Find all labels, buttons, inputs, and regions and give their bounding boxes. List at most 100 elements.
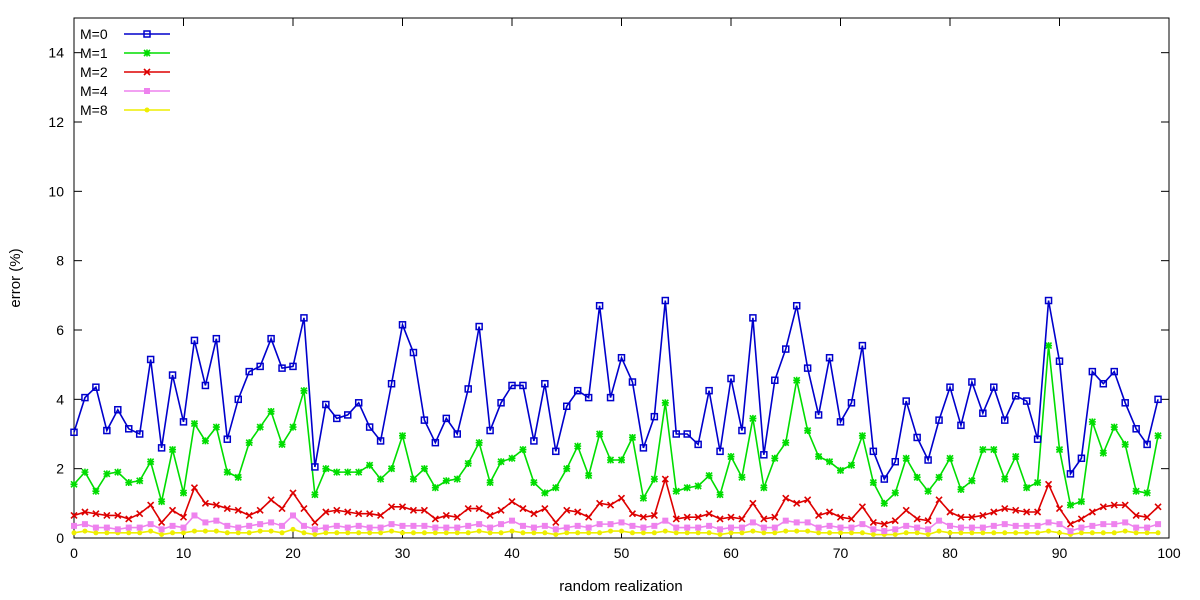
data-point (771, 513, 779, 521)
data-point (750, 528, 756, 534)
data-point (650, 475, 658, 483)
data-point (190, 336, 199, 345)
data-point (476, 521, 483, 528)
data-point (159, 532, 165, 538)
data-point (333, 468, 341, 476)
data-point (530, 437, 538, 445)
data-point (387, 465, 396, 473)
data-point (661, 399, 669, 407)
data-point (902, 454, 910, 462)
data-point (957, 513, 965, 521)
data-point (190, 420, 199, 428)
data-point (628, 378, 637, 386)
data-point (257, 528, 263, 534)
data-point (366, 510, 374, 518)
data-point (103, 511, 111, 520)
data-point (573, 386, 582, 395)
data-point (782, 439, 790, 447)
data-point (672, 515, 680, 523)
data-point (869, 518, 877, 526)
data-point (179, 513, 188, 521)
data-point (1122, 528, 1128, 534)
data-point (1088, 418, 1096, 426)
data-point (716, 515, 724, 523)
data-point (1100, 521, 1107, 528)
data-point (143, 68, 151, 76)
data-point (157, 444, 166, 452)
data-point (705, 510, 713, 518)
data-point (1066, 470, 1075, 478)
data-point (212, 334, 221, 343)
data-point (661, 475, 669, 483)
data-point (727, 374, 735, 383)
data-point (924, 517, 932, 525)
x-tick-label: 30 (395, 545, 411, 561)
data-point (355, 522, 362, 529)
data-point (968, 477, 976, 485)
data-point (935, 473, 943, 481)
data-point (869, 447, 878, 456)
data-point (738, 524, 745, 531)
data-point (683, 430, 691, 438)
x-tick-label: 100 (1157, 545, 1181, 561)
legend-label: M=8 (80, 102, 108, 118)
data-point (170, 530, 176, 536)
data-point (136, 477, 144, 485)
data-point (1088, 367, 1097, 376)
data-point (706, 530, 712, 536)
data-point (858, 341, 867, 350)
data-point (1088, 508, 1096, 516)
data-point (936, 528, 942, 534)
data-point (1154, 503, 1162, 511)
data-point (617, 494, 626, 502)
x-tick-label: 10 (176, 545, 192, 561)
data-point (300, 522, 307, 529)
data-point (936, 517, 943, 524)
data-point (606, 501, 615, 509)
data-point (509, 517, 515, 524)
data-point (137, 530, 143, 536)
data-point (223, 435, 232, 443)
data-point (201, 381, 210, 390)
x-tick-label: 50 (614, 545, 630, 561)
data-point (596, 521, 603, 528)
data-point (1044, 480, 1053, 488)
data-point (354, 399, 363, 407)
data-point (541, 379, 549, 388)
data-point (476, 528, 482, 534)
data-point (617, 456, 626, 464)
data-point (387, 379, 396, 388)
data-point (552, 447, 560, 456)
data-point (717, 526, 724, 533)
y-tick-label: 4 (56, 391, 64, 407)
data-point (1066, 501, 1075, 509)
data-point (957, 485, 965, 494)
data-point (1144, 530, 1150, 536)
data-point (1099, 379, 1108, 388)
data-point (432, 530, 438, 536)
data-point (793, 519, 800, 526)
data-point (519, 381, 527, 390)
data-point (147, 458, 155, 466)
data-point (1001, 521, 1008, 528)
data-point (1013, 530, 1019, 536)
data-point (814, 411, 823, 419)
data-point (333, 414, 341, 423)
data-point (891, 517, 899, 525)
data-point (367, 530, 373, 536)
y-tick-label: 6 (56, 322, 64, 338)
data-point (695, 524, 702, 531)
data-point (158, 526, 165, 533)
data-point (803, 364, 812, 372)
data-point (991, 530, 997, 536)
data-point (234, 395, 242, 404)
data-point (563, 506, 571, 514)
data-point (947, 522, 953, 529)
data-point (212, 501, 220, 509)
series-m-8 (71, 526, 1161, 538)
data-point (389, 528, 395, 534)
data-point (432, 524, 439, 531)
data-point (597, 530, 603, 536)
data-point (563, 524, 570, 531)
data-point (125, 515, 133, 523)
